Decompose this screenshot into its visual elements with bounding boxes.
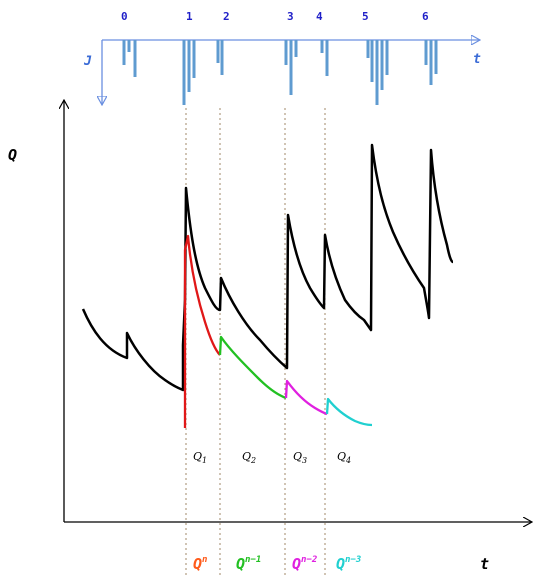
bottom-label-qn2: Qn−2	[292, 555, 317, 573]
flux-j-axis-label: J	[83, 54, 92, 69]
tick-label-5: 5	[362, 10, 369, 23]
bottom-labels: Qn Qn−1 Qn−2 Qn−3	[193, 555, 361, 573]
t-axis-label: t	[480, 555, 489, 573]
segment-label-q1: Q1	[193, 450, 207, 465]
tick-label-2: 2	[223, 10, 230, 23]
tick-label-1: 1	[186, 10, 193, 23]
q-axis-label: Q	[8, 146, 17, 164]
tick-label-4: 4	[316, 10, 323, 23]
curve-segment	[81, 143, 454, 392]
tick-label-6: 6	[422, 10, 429, 23]
bottom-label-qn: Qn	[193, 555, 207, 573]
segment-label-q3: Q3	[293, 450, 307, 465]
segment-labels: Q1 Q2 Q3 Q4	[193, 450, 351, 465]
recession-qn1	[218, 335, 287, 400]
segment-label-q4: Q4	[337, 450, 351, 465]
flux-spikes	[122, 40, 438, 105]
main-axes: Q t	[8, 100, 532, 573]
recession-qn	[183, 234, 221, 428]
segment-label-q2: Q2	[242, 450, 256, 465]
recession-qn3	[325, 397, 373, 427]
flux-t-axis-label: t	[473, 52, 481, 67]
bottom-label-qn3: Qn−3	[336, 555, 361, 573]
total-discharge-curve	[81, 143, 454, 392]
tick-label-0: 0	[121, 10, 128, 23]
tick-label-3: 3	[287, 10, 294, 23]
recession-curves	[183, 234, 373, 428]
bottom-label-qn1: Qn−1	[236, 555, 261, 573]
recession-qn2	[284, 379, 328, 416]
flux-timeline: J t 0 1 2 3 4 5 6	[83, 10, 481, 105]
guide-lines	[185, 108, 326, 575]
